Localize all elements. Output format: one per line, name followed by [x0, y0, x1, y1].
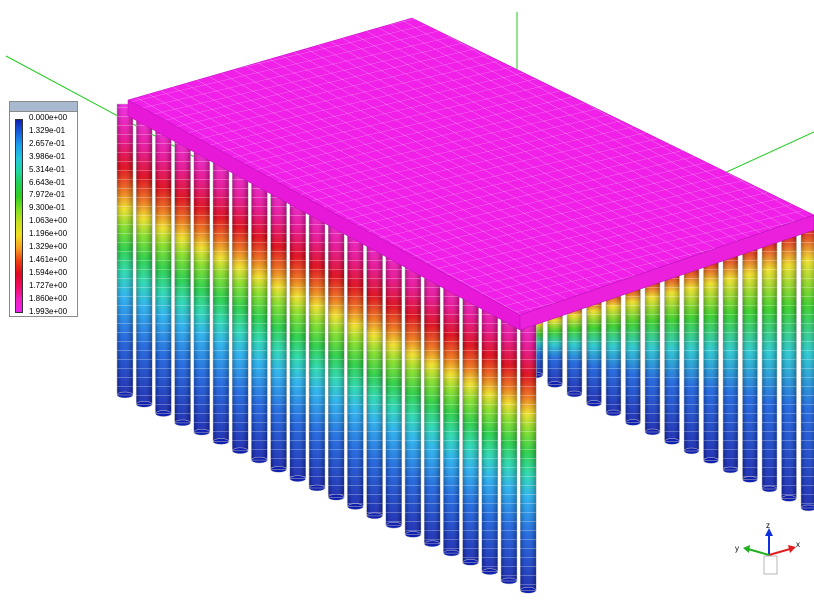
legend-label: 6.643e-01 [29, 177, 66, 187]
legend-label: 1.329e-01 [29, 125, 66, 135]
column [781, 233, 797, 502]
column [462, 283, 479, 566]
column [586, 298, 602, 407]
column [289, 193, 307, 482]
legend-label: 1.329e+00 [29, 242, 68, 251]
column [644, 278, 661, 436]
column [231, 163, 249, 455]
triad-x-label: x [796, 540, 800, 549]
roof-slab [127, 17, 814, 331]
column [443, 273, 460, 557]
legend-label: 3.986e-01 [29, 151, 66, 161]
legend-label: 5.314e-01 [29, 164, 66, 174]
back-column-row [527, 226, 814, 512]
legend-label: 1.063e+00 [29, 216, 68, 226]
legend-color-bar [15, 119, 23, 313]
column [722, 252, 739, 474]
column [800, 226, 814, 512]
legend-label: 7.972e-01 [29, 190, 66, 200]
coordinate-triad: z x y [735, 521, 800, 575]
column [174, 133, 191, 427]
column [212, 153, 230, 445]
column [625, 285, 641, 426]
legend-label: 1.727e+00 [29, 280, 68, 290]
column [347, 223, 364, 510]
legend-label: 1.461e+00 [29, 254, 68, 264]
column [193, 143, 211, 436]
legend-label: 2.657e-01 [29, 138, 66, 148]
front-column-row [116, 103, 537, 594]
column [366, 233, 383, 520]
column [481, 293, 499, 575]
column [327, 213, 345, 501]
column [547, 311, 563, 388]
column [385, 243, 403, 529]
column [423, 263, 441, 548]
legend-label: 1.594e+00 [29, 267, 68, 277]
column [703, 259, 719, 464]
column [308, 203, 326, 492]
column [519, 313, 537, 594]
legend-label: 1.860e+00 [29, 293, 68, 303]
contour-legend[interactable]: 0.000e+00 1.329e-01 2.657e-01 3.986e-01 5.31… [9, 101, 78, 317]
triad-z-label: z [766, 521, 770, 530]
legend-label: 0.000e+00 [29, 113, 68, 122]
column [116, 103, 134, 399]
column [251, 173, 268, 464]
column [605, 291, 622, 417]
column [500, 303, 518, 585]
legend-label: 1.993e+00 [29, 306, 68, 316]
triad-y-label: y [735, 544, 739, 553]
column [761, 239, 778, 493]
column [566, 304, 583, 398]
legend-label: 9.300e-01 [29, 203, 66, 213]
column [270, 183, 287, 473]
column [664, 272, 680, 445]
column [742, 246, 758, 483]
column [404, 253, 422, 538]
column [155, 123, 172, 417]
legend-title-bar[interactable] [10, 102, 77, 112]
column [135, 113, 153, 408]
legend-label: 1.196e+00 [29, 229, 68, 239]
column [683, 265, 700, 455]
